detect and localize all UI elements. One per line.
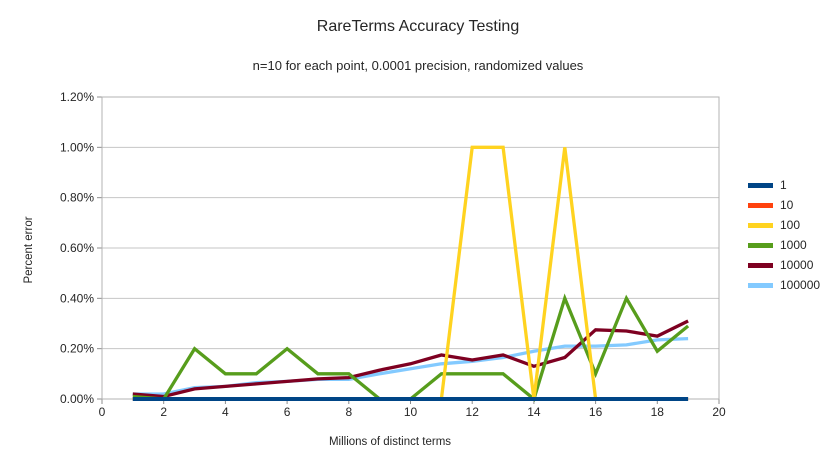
legend-swatch-1 <box>748 183 773 188</box>
chart-subtitle: n=10 for each point, 0.0001 precision, r… <box>252 58 584 73</box>
x-tick-label: 2 <box>160 405 167 419</box>
x-tick-label: 14 <box>527 405 541 419</box>
y-tick-label: 1.20% <box>60 90 94 104</box>
legend-swatch-100 <box>748 223 773 228</box>
x-tick-label: 8 <box>345 405 352 419</box>
y-tick-label: 1.00% <box>60 140 94 154</box>
y-tick-label: 0.60% <box>60 241 94 255</box>
y-tick-label: 0.40% <box>60 291 94 305</box>
legend-swatch-1000 <box>748 243 773 248</box>
legend-label: 1000 <box>780 238 807 252</box>
x-tick-label: 16 <box>589 405 603 419</box>
x-tick-label: 12 <box>466 405 480 419</box>
series-line-10000 <box>132 319 689 399</box>
legend-swatch-10000 <box>748 263 773 268</box>
legend-swatch-10 <box>748 203 773 208</box>
x-tick-label: 0 <box>99 405 106 419</box>
legend-swatch-100000 <box>748 283 773 288</box>
series-line-100 <box>132 145 689 401</box>
legend-item-100: 100 <box>748 219 820 232</box>
legend: 1 10 100 1000 10000 100000 <box>748 179 820 299</box>
x-tick-label: 18 <box>651 405 665 419</box>
legend-item-10000: 10000 <box>748 259 820 272</box>
chart-title: RareTerms Accuracy Testing <box>316 18 520 35</box>
legend-label: 1 <box>780 178 787 192</box>
x-tick-label: 4 <box>222 405 229 419</box>
legend-item-10: 10 <box>748 199 820 212</box>
legend-label: 10 <box>780 198 794 212</box>
legend-item-1000: 1000 <box>748 239 820 252</box>
x-axis-title: Millions of distinct terms <box>328 436 452 448</box>
x-tick-label: 20 <box>712 405 726 419</box>
y-tick-label: 0.20% <box>60 342 94 356</box>
legend-item-1: 1 <box>748 179 820 192</box>
y-tick-label: 0.80% <box>60 191 94 205</box>
x-tick-label: 6 <box>284 405 291 419</box>
x-tick-label: 10 <box>404 405 418 419</box>
legend-label: 100000 <box>780 278 821 292</box>
legend-label: 100 <box>780 218 801 232</box>
legend-label: 10000 <box>780 258 814 272</box>
legend-item-100000: 100000 <box>748 279 820 292</box>
y-tick-label: 0.00% <box>60 392 94 406</box>
